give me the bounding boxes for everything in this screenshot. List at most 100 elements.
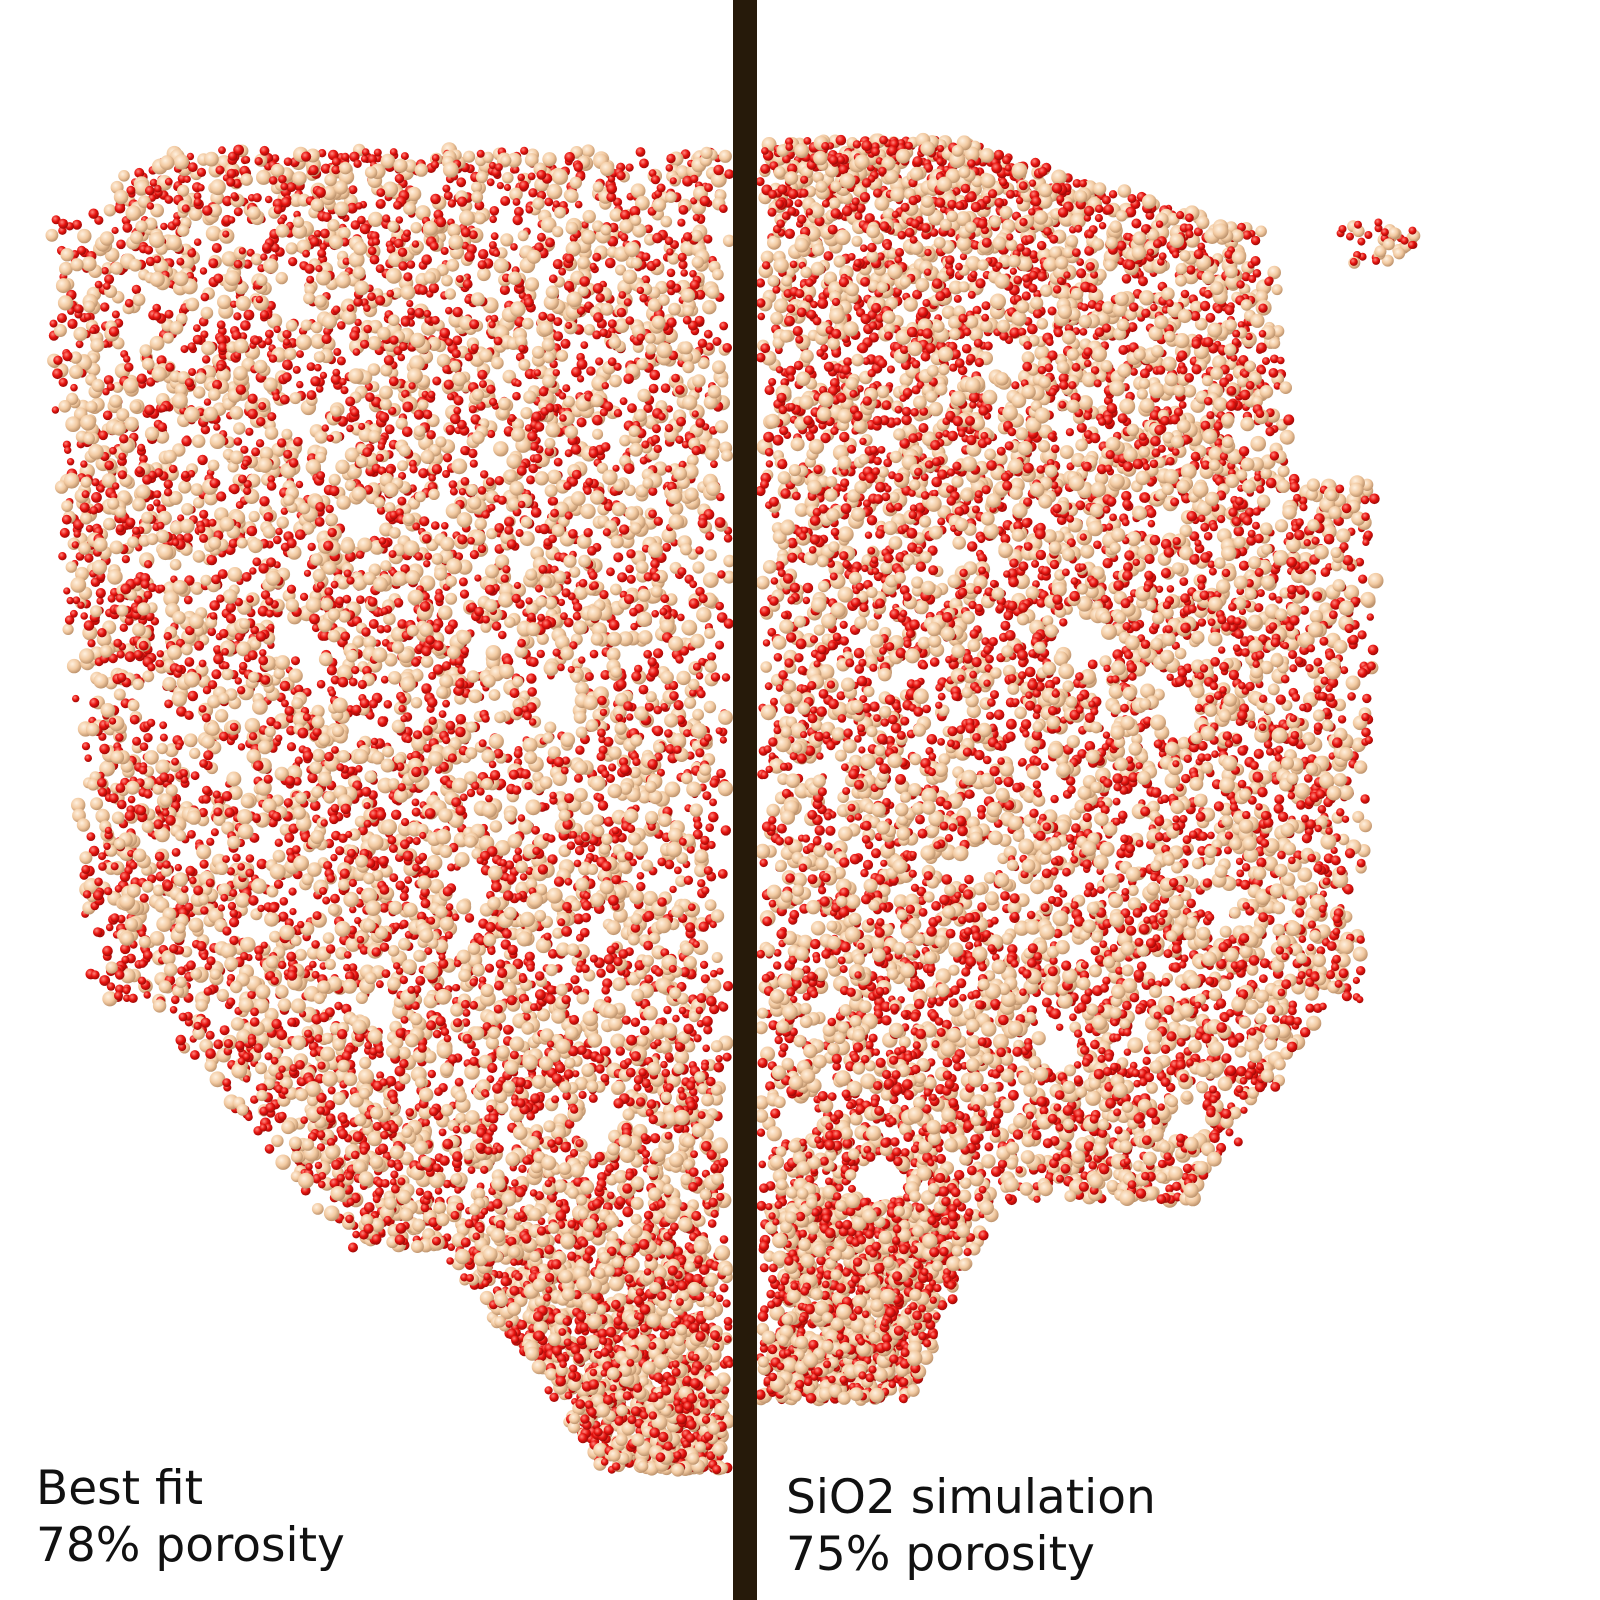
best-fit-oxygen-atom <box>503 1024 513 1035</box>
best-fit-oxygen-atom <box>517 1319 528 1330</box>
best-fit-oxygen-atom <box>445 338 454 347</box>
best-fit-oxygen-atom <box>657 857 667 867</box>
best-fit-oxygen-atom <box>589 954 599 963</box>
best-fit-oxygen-atom <box>551 1095 560 1104</box>
best-fit-oxygen-atom <box>520 769 531 780</box>
best-fit-silicon-atom <box>473 212 487 225</box>
best-fit-oxygen-atom <box>331 746 339 754</box>
best-fit-silicon-atom <box>286 545 302 560</box>
best-fit-silicon-atom <box>554 206 566 219</box>
best-fit-silicon-atom <box>441 274 453 287</box>
best-fit-oxygen-atom <box>509 688 520 699</box>
best-fit-oxygen-atom <box>533 369 542 377</box>
best-fit-oxygen-atom <box>719 321 729 331</box>
best-fit-oxygen-atom <box>452 984 460 992</box>
best-fit-oxygen-atom <box>233 312 242 321</box>
best-fit-silicon-atom <box>592 428 604 440</box>
best-fit-oxygen-atom <box>715 640 725 650</box>
best-fit-oxygen-atom <box>700 960 709 970</box>
best-fit-silicon-atom <box>103 204 117 217</box>
best-fit-oxygen-atom <box>86 832 96 841</box>
best-fit-oxygen-atom <box>713 1062 724 1073</box>
best-fit-silicon-atom <box>711 952 723 963</box>
best-fit-silicon-atom <box>437 605 453 620</box>
best-fit-silicon-atom <box>414 491 426 503</box>
best-fit-oxygen-atom <box>625 163 634 172</box>
best-fit-silicon-atom <box>248 510 260 523</box>
best-fit-oxygen-atom <box>453 1018 463 1028</box>
best-fit-oxygen-atom <box>264 1144 275 1154</box>
best-fit-oxygen-atom <box>703 234 713 244</box>
best-fit-silicon-atom <box>609 374 622 388</box>
best-fit-silicon-atom <box>367 834 384 851</box>
best-fit-oxygen-atom <box>685 922 696 933</box>
best-fit-oxygen-atom <box>656 183 666 193</box>
best-fit-oxygen-atom <box>89 697 100 708</box>
best-fit-oxygen-atom <box>488 1113 499 1124</box>
best-fit-oxygen-atom <box>633 1083 642 1092</box>
best-fit-silicon-atom <box>66 658 82 674</box>
best-fit-silicon-atom <box>401 959 417 975</box>
best-fit-oxygen-atom <box>558 392 567 400</box>
best-fit-silicon-atom <box>276 516 289 529</box>
best-fit-silicon-atom <box>477 267 491 282</box>
best-fit-silicon-atom <box>581 144 595 158</box>
best-fit-oxygen-atom <box>466 788 476 798</box>
best-fit-silicon-atom <box>629 889 644 905</box>
best-fit-oxygen-atom <box>452 335 463 346</box>
best-fit-oxygen-atom <box>574 200 583 209</box>
best-fit-oxygen-atom <box>524 424 533 432</box>
best-fit-oxygen-atom <box>487 429 496 439</box>
best-fit-silicon-atom <box>664 781 681 798</box>
best-fit-silicon-atom <box>491 356 504 370</box>
best-fit-oxygen-atom <box>486 1105 494 1113</box>
best-fit-oxygen-atom <box>81 742 91 751</box>
best-fit-silicon-atom <box>328 473 341 486</box>
best-fit-oxygen-atom <box>129 714 140 725</box>
best-fit-silicon-atom <box>79 648 95 664</box>
best-fit-oxygen-atom <box>595 357 604 366</box>
best-fit-silicon-atom <box>524 277 540 292</box>
best-fit-silicon-atom <box>523 390 537 404</box>
best-fit-oxygen-atom <box>257 904 265 913</box>
best-fit-oxygen-atom <box>589 262 597 271</box>
best-fit-oxygen-atom <box>309 960 317 969</box>
best-fit-oxygen-atom <box>458 577 468 587</box>
best-fit-oxygen-atom <box>164 309 174 319</box>
best-fit-oxygen-atom <box>560 338 571 349</box>
best-fit-oxygen-atom <box>440 247 449 255</box>
best-fit-oxygen-atom <box>701 886 710 895</box>
best-fit-oxygen-atom <box>469 459 478 468</box>
best-fit-oxygen-atom <box>177 966 186 976</box>
best-fit-oxygen-atom <box>58 377 68 387</box>
best-fit-oxygen-atom <box>654 1038 662 1047</box>
best-fit-oxygen-atom <box>393 598 404 608</box>
best-fit-oxygen-atom <box>677 613 685 622</box>
best-fit-silicon-atom <box>385 267 402 284</box>
best-fit-oxygen-atom <box>615 713 624 722</box>
best-fit-oxygen-atom <box>552 200 560 208</box>
best-fit-oxygen-atom <box>129 861 138 870</box>
best-fit-oxygen-atom <box>455 726 466 738</box>
best-fit-silicon-atom <box>103 517 116 531</box>
best-fit-oxygen-atom <box>663 1005 672 1015</box>
best-fit-oxygen-atom <box>207 627 217 637</box>
best-fit-oxygen-atom <box>458 488 467 496</box>
best-fit-oxygen-atom <box>532 453 543 464</box>
best-fit-oxygen-atom <box>233 207 243 217</box>
best-fit-oxygen-atom <box>630 1017 641 1027</box>
best-fit-silicon-atom <box>389 527 401 539</box>
best-fit-oxygen-atom <box>686 845 695 854</box>
best-fit-oxygen-atom <box>143 733 153 743</box>
best-fit-oxygen-atom <box>171 848 181 857</box>
best-fit-silicon-atom <box>132 293 146 307</box>
best-fit-oxygen-atom <box>648 509 657 519</box>
best-fit-oxygen-atom <box>447 863 456 872</box>
best-fit-silicon-atom <box>702 572 719 588</box>
best-fit-oxygen-atom <box>291 656 300 666</box>
best-fit-oxygen-atom <box>96 597 104 605</box>
best-fit-oxygen-atom <box>552 259 564 270</box>
best-fit-silicon-atom <box>142 670 155 683</box>
best-fit-oxygen-atom <box>51 406 60 414</box>
best-fit-oxygen-atom <box>445 424 455 435</box>
